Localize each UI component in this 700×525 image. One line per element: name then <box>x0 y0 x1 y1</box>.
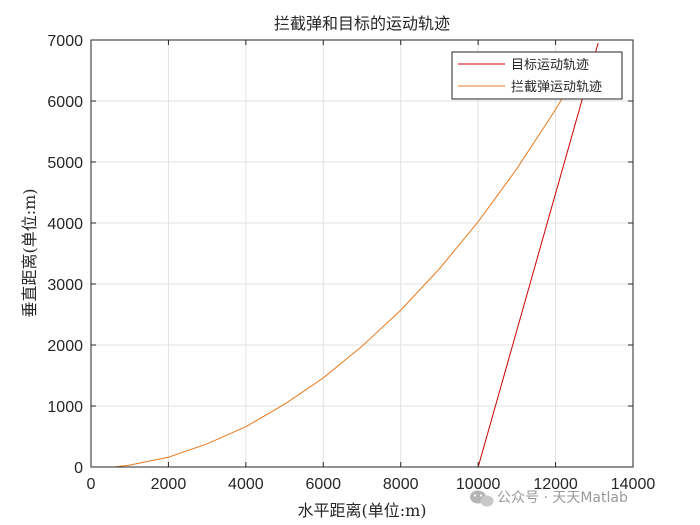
series-layer <box>114 42 599 468</box>
x-tick-label: 2000 <box>151 476 187 493</box>
x-axis-title: 水平距离(单位:m) <box>297 501 426 520</box>
x-tick-label: 10000 <box>456 476 501 493</box>
y-tick-label: 5000 <box>47 155 83 172</box>
y-tick-label: 7000 <box>47 33 83 50</box>
y-tick-label: 6000 <box>47 94 83 111</box>
axes-box <box>90 39 634 468</box>
x-tick-label: 6000 <box>305 476 341 493</box>
x-tick-labels: 0 2000 4000 6000 8000 10000 12000 14000 <box>87 476 656 493</box>
x-tick-label: 0 <box>87 476 96 493</box>
watermark: 公众号 · 天天Matlab <box>470 490 628 507</box>
x-tick-label: 4000 <box>228 476 264 493</box>
legend-label-target: 目标运动轨迹 <box>511 58 589 73</box>
y-tick-label: 0 <box>74 460 83 477</box>
plot-area <box>91 40 633 467</box>
watermark-text: 公众号 · 天天Matlab <box>497 490 628 506</box>
chart-title: 拦截弹和目标的运动轨迹 <box>274 14 450 33</box>
legend-label-interceptor: 拦截弹运动轨迹 <box>511 80 602 95</box>
y-tick-label: 3000 <box>47 277 83 294</box>
y-tick-labels: 0 1000 2000 3000 4000 5000 6000 7000 <box>47 33 83 477</box>
y-tick-label: 4000 <box>47 216 83 233</box>
y-axis-title: 垂直距离(单位:m) <box>20 188 39 317</box>
wechat-icon <box>470 490 494 507</box>
y-tick-label: 2000 <box>47 338 83 355</box>
series-line-target <box>477 42 599 468</box>
legend-box <box>451 51 623 100</box>
y-tick-label: 1000 <box>47 399 83 416</box>
x-tick-label: 14000 <box>611 476 656 493</box>
series-line-interceptor <box>114 58 587 468</box>
x-tick-label: 12000 <box>533 476 578 493</box>
axis-ticks <box>90 39 634 468</box>
x-tick-label: 8000 <box>383 476 419 493</box>
legend: 目标运动轨迹 拦截弹运动轨迹 <box>451 51 623 100</box>
grid-lines <box>91 40 633 467</box>
